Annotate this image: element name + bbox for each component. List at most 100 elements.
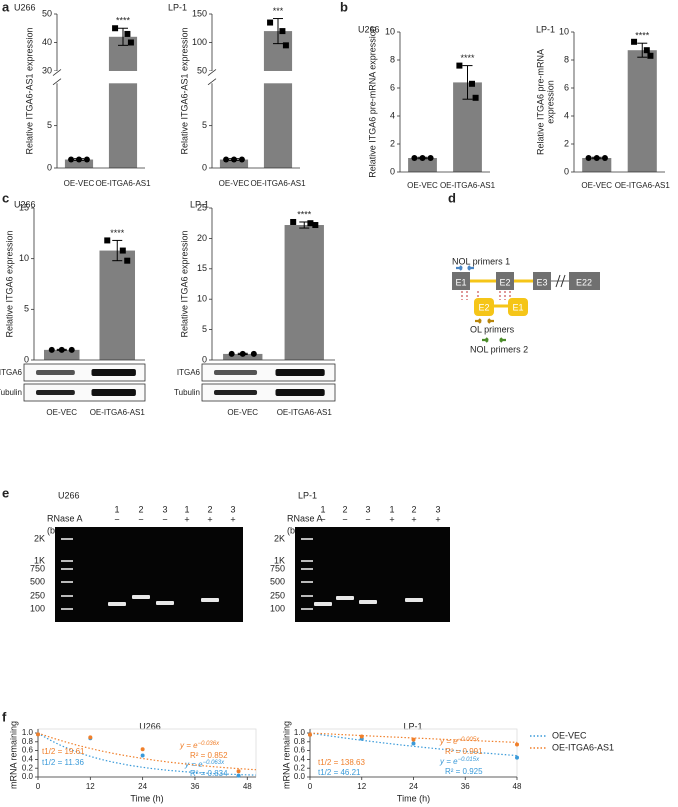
y-tick-label: 8 — [390, 54, 395, 64]
y-tick-label: 1.0 — [22, 728, 34, 737]
fit-equation-base: y = e — [184, 760, 203, 769]
x-tick-label: 24 — [138, 782, 147, 791]
ladder-label: 1K — [274, 555, 285, 565]
lane-label: 2 — [138, 504, 143, 514]
bar — [582, 158, 612, 172]
fit-equation: y = e−0.036x — [179, 741, 220, 751]
fit-equation-exponent: −0.015x — [458, 757, 481, 763]
rnase-sign: + — [230, 514, 235, 524]
chart-title: U266 — [14, 2, 36, 12]
point — [124, 257, 131, 264]
bar — [263, 31, 293, 169]
fit-curve — [37, 732, 257, 771]
ladder-band — [301, 581, 313, 583]
blot — [201, 383, 336, 402]
ladder-band — [301, 538, 313, 540]
x-tick-label: 12 — [357, 782, 366, 791]
ladder-band — [61, 560, 73, 562]
y-tick-label: 150 — [192, 8, 207, 18]
point — [411, 737, 416, 742]
fit-equation: y = e−0.063x — [184, 760, 225, 770]
y-tick-label: 0.0 — [294, 772, 306, 781]
blot-band — [36, 390, 75, 395]
y-tick-label: 5 — [202, 324, 207, 334]
gel-band — [108, 602, 126, 606]
x-tick-label: OE-ITGA6-AS1 — [95, 179, 151, 188]
half-life: t1/2 = 11.36 — [42, 758, 84, 767]
x-tick-label: 36 — [191, 782, 200, 791]
diagram: NOL primers 1 E1 E2 E3 E22 E2 E1 OL prim… — [452, 256, 600, 354]
y-tick-label: 10 — [19, 253, 29, 263]
y-tick-label: 5 — [202, 120, 207, 130]
bar — [223, 353, 263, 360]
lane-label: 3 — [365, 504, 370, 514]
y-tick-label: 50 — [42, 8, 52, 18]
bar — [219, 159, 249, 168]
y-tick-label: 15 — [197, 263, 207, 273]
y-tick-label: 0.0 — [22, 772, 34, 781]
y-axis-label: Relative ITGA6 expression — [4, 230, 14, 337]
ladder-band — [301, 568, 313, 570]
chart-title: LP-1 — [403, 721, 422, 731]
point — [88, 735, 93, 740]
exon — [533, 272, 551, 290]
y-tick-label: 4 — [390, 110, 395, 120]
x-tick-label: 48 — [243, 782, 252, 791]
y-axis-label: Relative ITGA6-AS1 expression — [24, 27, 34, 154]
rnase-sign: − — [342, 514, 347, 524]
point — [290, 218, 297, 225]
rnase-sign: + — [435, 514, 440, 524]
gel-band — [201, 598, 219, 602]
ladder-label: 250 — [270, 590, 285, 600]
y-tick-label: 20 — [197, 233, 207, 243]
blot — [23, 383, 146, 402]
point — [312, 222, 319, 229]
gel-band — [156, 601, 174, 605]
exon — [569, 272, 600, 290]
fit-equation-base: y = e — [179, 741, 198, 750]
point — [104, 237, 111, 244]
fit-r2: R² = 0.852 — [190, 751, 228, 760]
gel-treatment: RNase A — [287, 513, 323, 523]
rnase-sign: − — [365, 514, 370, 524]
gel-band — [314, 602, 332, 606]
panel-letter: f — [2, 709, 7, 724]
fit-curve — [309, 732, 518, 743]
axis-break — [207, 78, 217, 86]
y-tick-label: 0.4 — [294, 755, 306, 764]
blot-label: Tubulin — [0, 388, 22, 397]
primer-arrow — [475, 318, 494, 324]
point — [593, 155, 600, 161]
gel-treatment: RNase A — [47, 513, 83, 523]
error-bar — [118, 27, 128, 46]
blot-label: ITGA6 — [177, 368, 201, 377]
half-life: t1/2 = 138.63 — [318, 758, 365, 767]
lane-label: 2 — [411, 504, 416, 514]
lane-label: 2 — [342, 504, 347, 514]
point — [68, 346, 75, 353]
bar — [108, 36, 138, 169]
x-tick-label: OE-VEC — [581, 181, 612, 190]
point — [427, 155, 434, 161]
point — [236, 773, 241, 778]
point — [119, 247, 126, 254]
x-tick-label: 0 — [308, 782, 313, 791]
blot — [201, 363, 336, 382]
exon — [452, 272, 470, 290]
ladder-band — [61, 595, 73, 597]
error-bar — [637, 42, 648, 58]
ladder-label: 750 — [30, 563, 45, 573]
bar — [627, 50, 657, 173]
gel — [295, 527, 450, 622]
point — [282, 42, 289, 49]
y-tick-label: 0 — [24, 354, 29, 364]
point — [239, 350, 246, 357]
y-axis-label: mRNA remaining — [281, 721, 291, 789]
point — [267, 19, 274, 26]
gel-band — [405, 598, 423, 602]
y-tick-label: 0.2 — [294, 763, 306, 772]
y-tick-label: 6 — [564, 82, 569, 92]
ladder-band — [301, 560, 313, 562]
fit-r2: R² = 0.925 — [445, 767, 483, 776]
y-tick-label: 25 — [197, 202, 207, 212]
